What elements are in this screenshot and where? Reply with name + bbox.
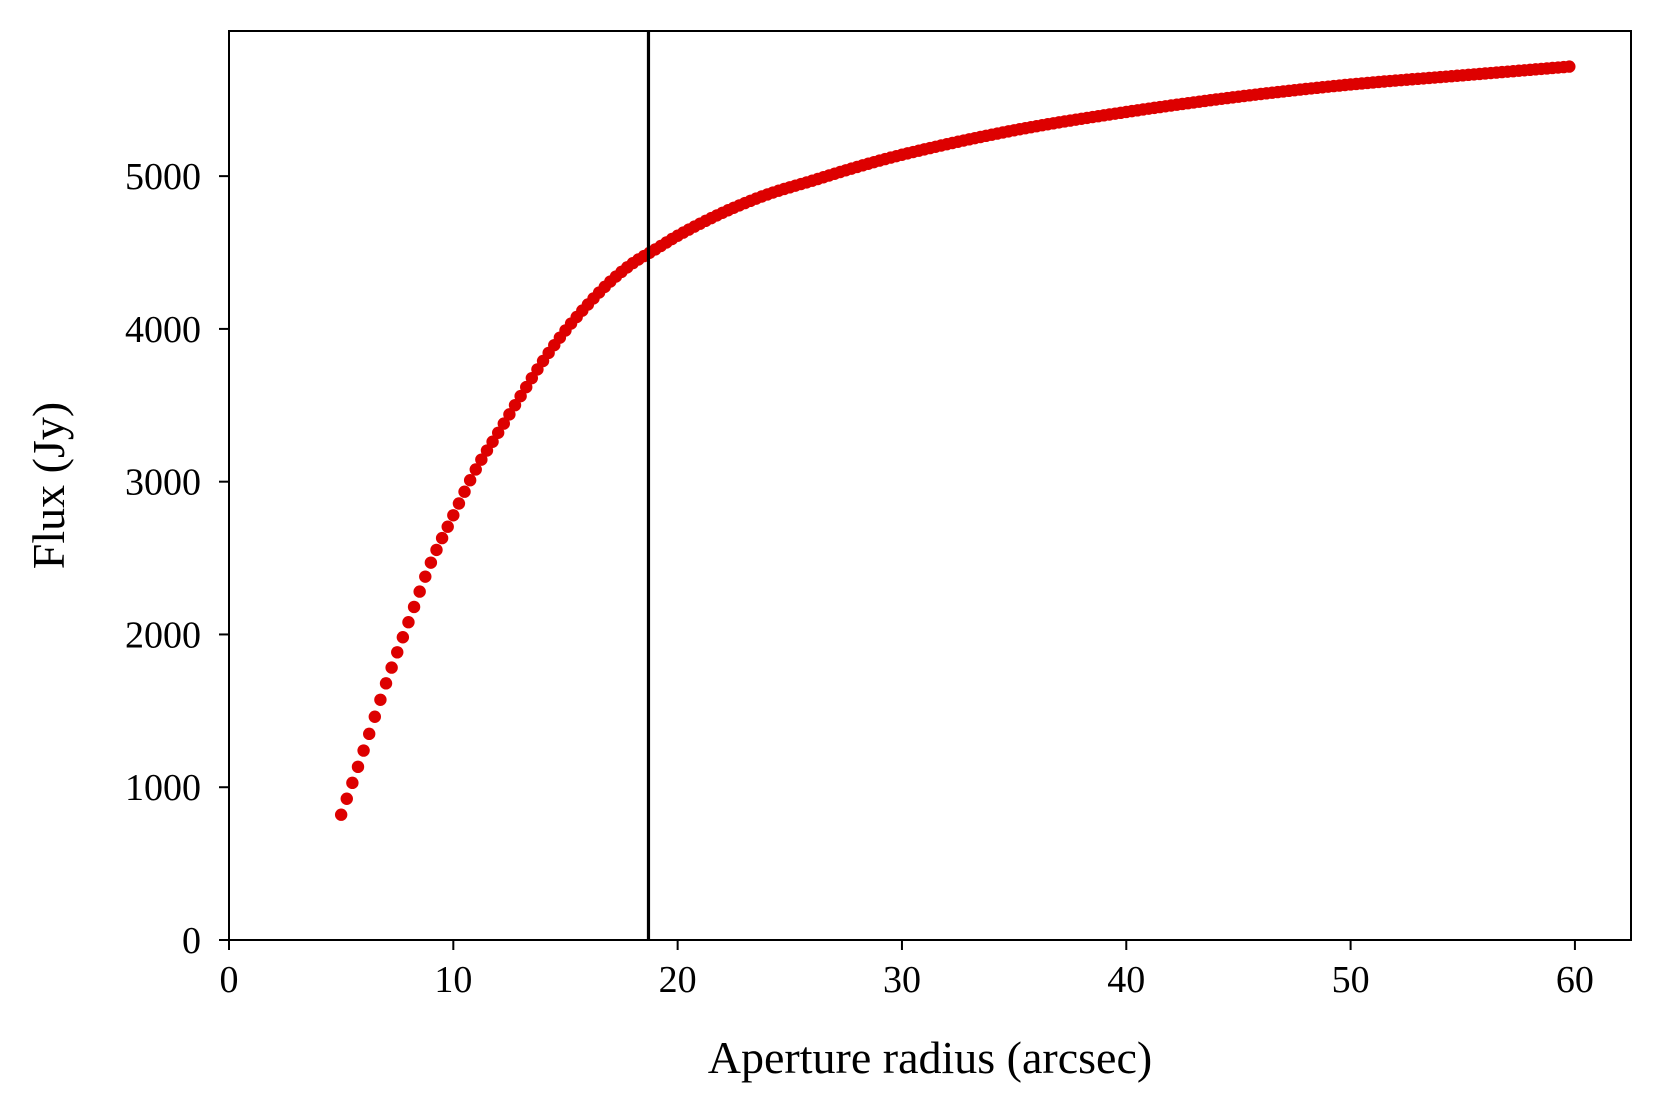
data-point: [475, 453, 488, 466]
x-tick-label: 50: [1332, 959, 1370, 1001]
data-point: [491, 426, 505, 439]
data-point: [340, 792, 353, 805]
data-point: [447, 509, 460, 522]
data-point: [458, 485, 471, 498]
data-point: [430, 543, 443, 557]
x-tick-label: 30: [883, 959, 921, 1001]
data-point: [508, 398, 522, 412]
data-point: [469, 463, 482, 476]
data-point: [514, 389, 527, 403]
data-point: [435, 531, 449, 545]
y-tick-label: 5000: [125, 156, 201, 198]
data-point: [452, 497, 466, 510]
x-tick-label: 0: [220, 959, 239, 1001]
y-tick-label: 0: [182, 920, 201, 962]
data-point: [351, 760, 365, 774]
data-point: [379, 677, 393, 690]
x-axis-title: Aperture radius (arcsec): [708, 1032, 1152, 1083]
data-point: [1563, 60, 1576, 73]
data-point: [419, 570, 432, 583]
data-point: [357, 744, 370, 757]
y-tick-label: 4000: [125, 309, 201, 351]
data-point: [391, 646, 404, 659]
x-tick-label: 60: [1556, 959, 1594, 1001]
data-point: [402, 616, 415, 629]
data-point: [503, 408, 516, 421]
axes: 0 10 20 30 40 50 60 0 1000 2000 3000 4000 5000: [125, 30, 1632, 1001]
data-point: [497, 417, 510, 430]
y-tick-label: 3000: [125, 462, 201, 504]
data-point: [346, 776, 359, 790]
x-tick-label: 10: [434, 959, 472, 1001]
x-tick-label: 20: [659, 959, 697, 1001]
data-point: [363, 727, 376, 741]
y-tick-label: 1000: [125, 767, 201, 809]
y-axis-title: Flux (Jy): [23, 402, 74, 569]
data-point: [334, 808, 348, 821]
data-point: [424, 556, 438, 569]
data-point: [480, 444, 494, 457]
data-point: [396, 631, 410, 644]
y-tick-label: 2000: [125, 614, 201, 656]
axes-frame: [228, 30, 1632, 941]
plot-area: [334, 31, 1576, 940]
data-point: [374, 693, 387, 706]
data-point: [407, 600, 421, 614]
data-point: [441, 520, 454, 533]
data-point: [520, 380, 533, 394]
data-point: [486, 435, 499, 448]
data-point: [413, 585, 426, 598]
data-point: [368, 710, 382, 723]
x-tick-label: 40: [1107, 959, 1145, 1001]
data-point: [463, 474, 477, 487]
data-point: [385, 661, 398, 674]
